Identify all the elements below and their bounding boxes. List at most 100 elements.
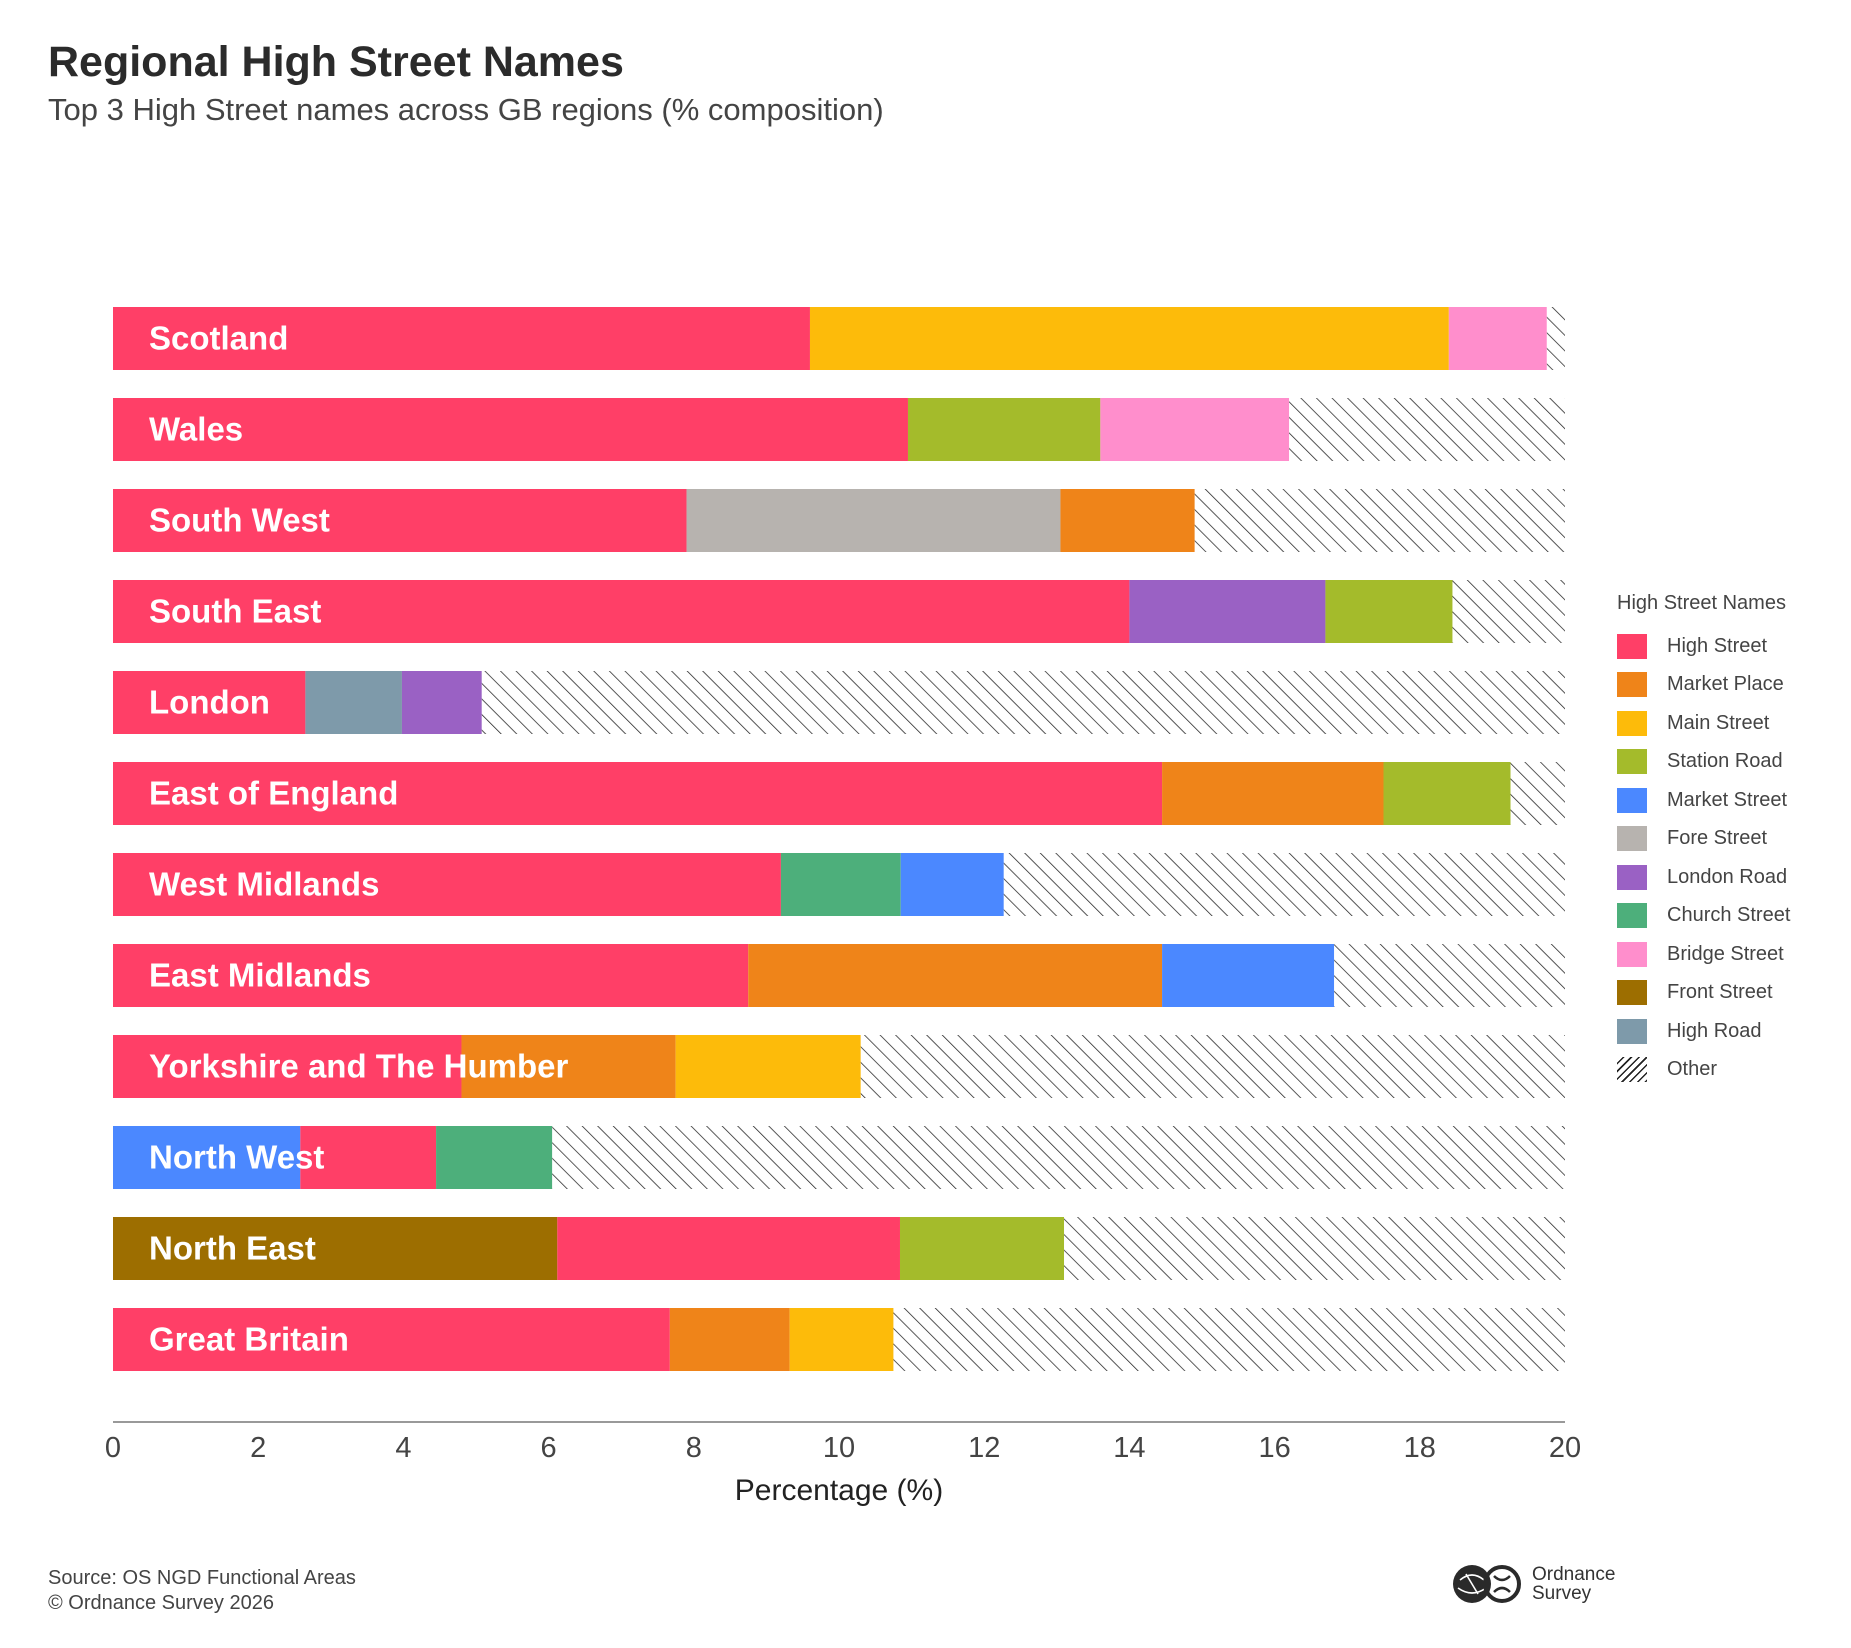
bar-segment-high-street [300,1126,437,1189]
legend-swatch [1617,1018,1647,1044]
bar-segment-high-street [113,944,749,1007]
legend-label: London Road [1667,865,1788,888]
bar-label: Yorkshire and The Humber [149,1048,568,1085]
bar-segment-bridge-street [1448,307,1547,370]
bar-label: North East [149,1230,316,1267]
bar-label: East Midlands [149,957,371,994]
legend-label: High Street [1667,634,1768,657]
bar-segment-bridge-street [1100,398,1290,461]
logo-text-line1: Ordnance [1532,1564,1616,1585]
bar-segment-other [481,671,1566,734]
bar-segment-other [1194,489,1565,552]
legend-item-station-road: Station Road [1617,743,1790,782]
x-tick-label: 16 [1258,1432,1290,1464]
bars-layer: Scotland Wales South West South East London E… [113,307,1566,1371]
x-axis-label: Percentage (%) [735,1474,943,1507]
bar-yorkshire-and-the-humber: Yorkshire and The Humber [113,1035,1565,1098]
bar-segment-church-street [436,1126,553,1189]
legend-swatch [1617,749,1647,775]
legend-label: Fore Street [1667,827,1768,850]
bar-scotland: Scotland [113,307,1565,370]
bar-label: East of England [149,775,398,812]
source-line: Source: OS NGD Functional Areas [48,1567,356,1589]
bar-segment-market-place [748,944,1163,1007]
legend-label: Church Street [1667,904,1791,927]
bar-segment-station-road [907,398,1101,461]
bar-label: South West [149,502,330,539]
bar-south-east: South East [113,580,1565,643]
bar-segment-high-street [113,1308,670,1371]
bar-label: Wales [149,411,243,448]
bar-segment-other [1546,307,1565,370]
bar-segment-high-street [113,671,306,734]
bar-east-of-england: East of England [113,762,1565,825]
bar-segment-other [1003,853,1565,916]
bar-west-midlands: West Midlands [113,853,1565,916]
legend-item-high-road: High Road [1617,1012,1790,1051]
legend-label: Main Street [1667,711,1770,734]
bar-label: Great Britain [149,1321,349,1358]
bar-segment-other [1452,580,1565,643]
chart-subtitle: Top 3 High Street names across GB region… [48,92,884,127]
legend-item-high-street: High Street [1617,627,1790,666]
bar-segment-main-street [789,1308,894,1371]
bar-south-west: South West [113,489,1565,552]
bar-east-midlands: East Midlands [113,944,1565,1007]
x-axis: 0 2 4 6 8 10 12 14 16 18 20 Percentage (%) [105,1421,1581,1507]
source-note: Source: OS NGD Functional Areas © Ordnan… [48,1566,356,1616]
bar-segment-other [552,1126,1565,1189]
x-tick-label: 6 [541,1432,557,1464]
legend-label: Station Road [1667,750,1783,773]
os-logo-icon [1450,1562,1526,1606]
legend-label: Bridge Street [1667,942,1784,965]
legend-label: Front Street [1667,981,1773,1004]
bar-segment-market-street [113,1126,301,1189]
x-tick-label: 20 [1549,1432,1581,1464]
legend-item-front-street: Front Street [1617,974,1790,1013]
legend-swatch [1617,826,1647,852]
legend-item-market-street: Market Street [1617,781,1790,820]
legend-item-church-street: Church Street [1617,897,1790,936]
copyright-line: © Ordnance Survey 2026 [48,1592,274,1614]
bar-segment-london-road [401,671,482,734]
x-tick-label: 12 [968,1432,1000,1464]
bar-segment-other [893,1308,1565,1371]
bar-label: South East [149,593,321,630]
bar-segment-church-street [780,853,901,916]
bar-segment-market-place [461,1035,676,1098]
legend-label: Market Street [1667,788,1788,811]
bar-segment-station-road [899,1217,1065,1280]
bar-london: London [113,671,1566,734]
legend-label: Other [1667,1058,1718,1081]
bar-segment-high-road [305,671,402,734]
bar-north-east: North East [113,1217,1565,1280]
bar-segment-market-street [1162,944,1335,1007]
bar-segment-market-place [1162,762,1384,825]
bar-segment-other [1334,944,1565,1007]
bar-segment-main-street [809,307,1449,370]
legend-item-main-street: Main Street [1617,704,1790,743]
legend-label: High Road [1667,1019,1762,1042]
legend-swatch [1617,672,1647,698]
bar-segment-high-street [113,853,781,916]
bar-label: West Midlands [149,866,379,903]
legend-items: High Street Market Place Main Street Statio… [1617,627,1790,1089]
x-tick-label: 18 [1404,1432,1436,1464]
legend-title: High Street Names [1617,592,1786,614]
legend-item-bridge-street: Bridge Street [1617,935,1790,974]
x-tick-label: 8 [686,1432,702,1464]
legend-swatch [1617,1057,1647,1083]
legend-swatch [1617,633,1647,659]
legend-swatch [1617,864,1647,890]
bar-segment-fore-street [686,489,1061,552]
bar-wales: Wales [113,398,1565,461]
bar-segment-high-street [113,489,687,552]
x-tick-label: 4 [395,1432,411,1464]
logo-text-line2: Survey [1532,1583,1592,1604]
bar-segment-other [1510,762,1565,825]
chart-title: Regional High Street Names [48,38,624,86]
bar-segment-other [1289,398,1565,461]
logo-text: Ordnance Survey [1532,1565,1615,1603]
legend-item-fore-street: Fore Street [1617,820,1790,859]
x-tick-label: 2 [250,1432,266,1464]
